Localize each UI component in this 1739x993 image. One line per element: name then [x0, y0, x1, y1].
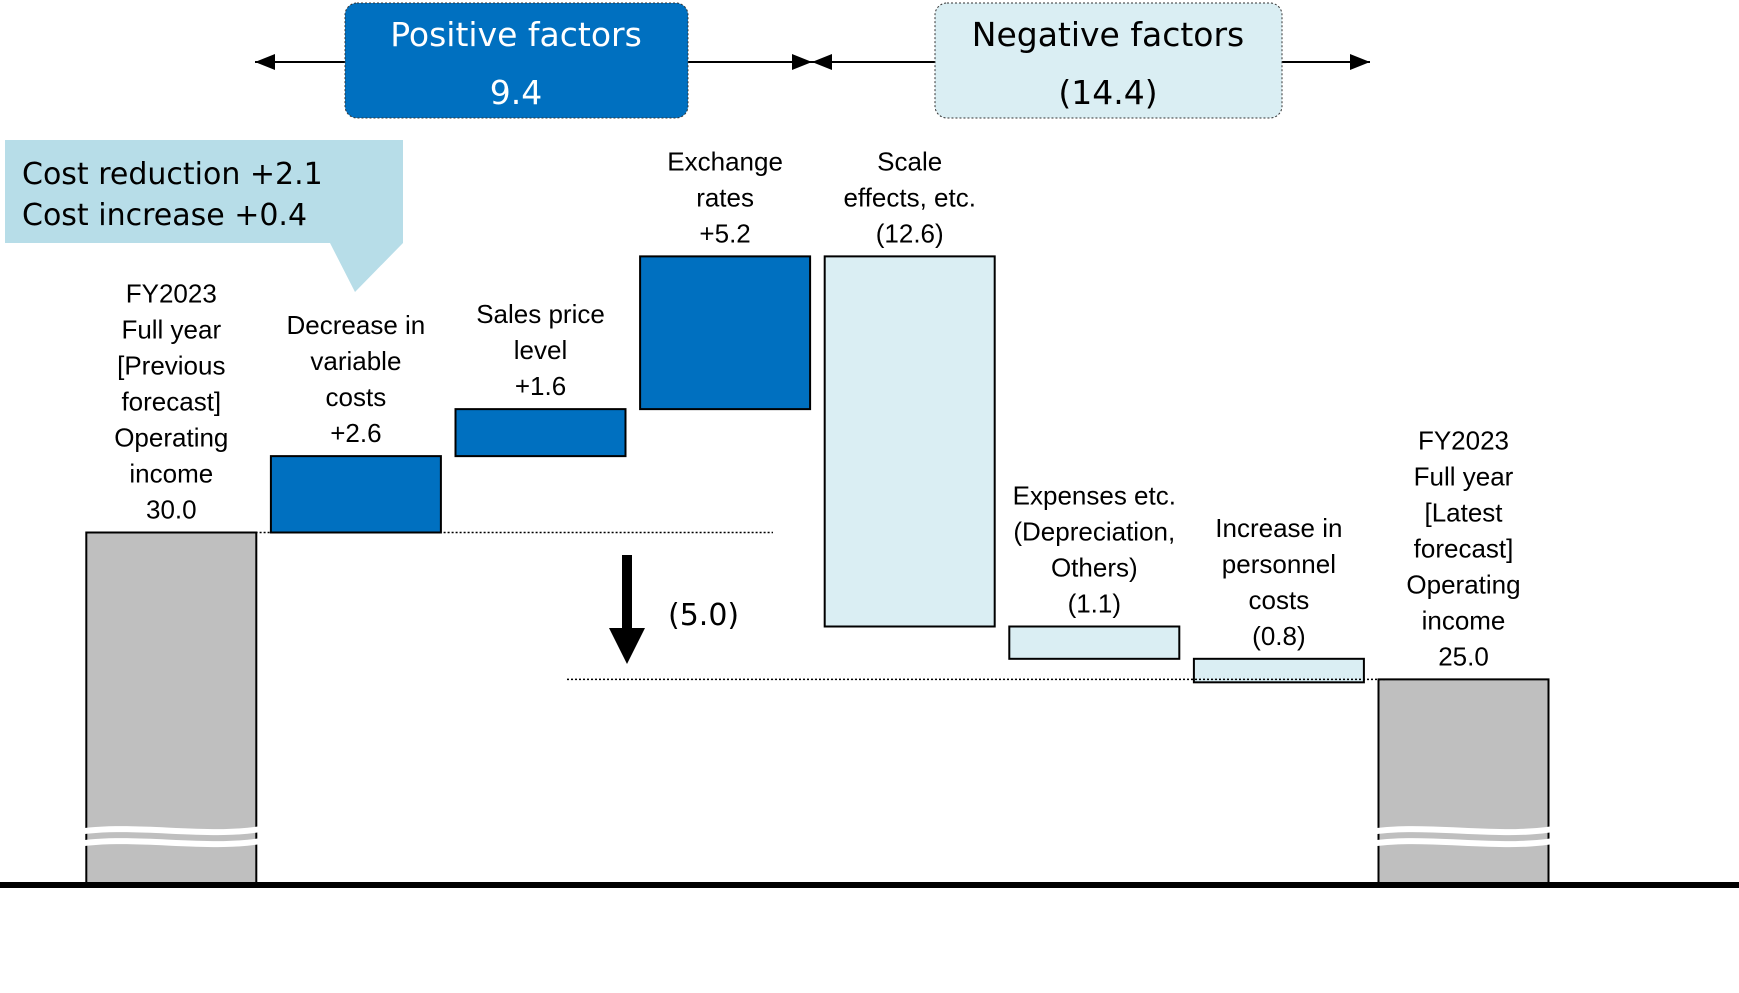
category-label: (Depreciation, — [1013, 517, 1175, 547]
category-label: Operating — [114, 423, 228, 453]
positive-title: Positive factors — [390, 15, 642, 54]
axis-break — [1357, 835, 1570, 849]
category-label: Sales price — [476, 299, 605, 329]
axis-break — [65, 835, 278, 849]
value-label: (1.1) — [1068, 589, 1121, 619]
bar — [1192, 657, 1365, 684]
category-label: forecast] — [121, 387, 221, 417]
bar — [823, 255, 996, 628]
category-label: forecast] — [1414, 533, 1514, 563]
category-label: Increase in — [1215, 513, 1342, 543]
callout — [5, 140, 403, 292]
value-label: 25.0 — [1438, 641, 1489, 671]
callout-line: Cost increase +0.4 — [22, 198, 307, 233]
negative-title: Negative factors — [972, 15, 1244, 54]
category-label: costs — [326, 382, 387, 412]
value-label: +5.2 — [699, 218, 750, 248]
value-label: (0.8) — [1252, 621, 1305, 651]
category-label: Full year — [1414, 461, 1514, 491]
difference-arrow-head — [609, 628, 645, 664]
bar — [639, 255, 812, 411]
category-label: personnel — [1222, 549, 1336, 579]
value-label: +1.6 — [515, 371, 566, 401]
bar — [85, 531, 258, 886]
positive-box — [344, 2, 689, 119]
positive-value: 9.4 — [490, 73, 542, 112]
category-label: variable — [310, 346, 401, 376]
bar — [1377, 678, 1550, 886]
bar — [1008, 625, 1181, 660]
value-label: 30.0 — [146, 495, 197, 525]
category-label: Others) — [1051, 553, 1138, 583]
category-label: FY2023 — [126, 279, 217, 309]
category-label: Decrease in — [287, 310, 426, 340]
category-label: effects, etc. — [843, 182, 975, 212]
category-label: FY2023 — [1418, 425, 1509, 455]
category-label: level — [514, 335, 567, 365]
category-label: costs — [1249, 585, 1310, 615]
category-label: [Latest — [1424, 497, 1503, 527]
value-label: +2.6 — [330, 418, 381, 448]
axis-break — [1357, 823, 1570, 837]
category-label: Full year — [121, 315, 221, 345]
callout-line: Cost reduction +2.1 — [22, 157, 323, 192]
category-label: income — [129, 459, 213, 489]
axis-break — [65, 823, 278, 837]
value-label: (12.6) — [876, 218, 944, 248]
category-label: rates — [696, 182, 754, 212]
bar — [269, 455, 442, 534]
category-label: [Previous — [117, 351, 225, 381]
category-label: income — [1422, 605, 1506, 635]
negative-value: (14.4) — [1058, 73, 1157, 112]
bar — [454, 408, 627, 458]
negative-box — [934, 2, 1283, 119]
category-label: Operating — [1406, 569, 1520, 599]
category-label: Exchange — [667, 146, 783, 176]
category-label: Scale — [877, 146, 942, 176]
category-label: Expenses etc. — [1013, 481, 1176, 511]
difference-label: (5.0) — [668, 598, 739, 633]
